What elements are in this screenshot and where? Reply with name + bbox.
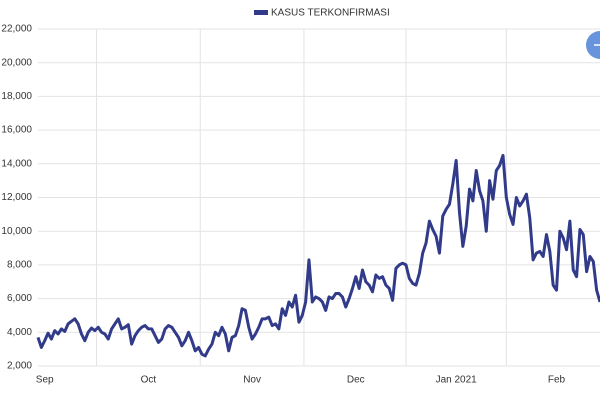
x-tick-label: Feb xyxy=(548,375,566,386)
legend-label: KASUS TERKONFIRMASI xyxy=(271,8,390,19)
x-tick-label: Nov xyxy=(243,375,261,386)
y-tick-label: 16,000 xyxy=(1,125,32,136)
y-tick-label: 8,000 xyxy=(7,260,32,271)
plot: 2,000 4,000 6,000 8,000 10,000 12,000 14,000 16… xyxy=(1,8,600,386)
x-tick-label: Jan 2021 xyxy=(436,375,478,386)
y-tick-label: 20,000 xyxy=(1,57,32,68)
x-tick-label: Sep xyxy=(36,375,54,386)
legend-item: KASUS TERKONFIRMASI xyxy=(254,8,390,19)
y-tick-label: 14,000 xyxy=(1,158,32,169)
y-tick-label: 10,000 xyxy=(1,226,32,237)
x-tick-label: Oct xyxy=(141,375,157,386)
y-tick-label: 18,000 xyxy=(1,91,32,102)
x-tick-label: Dec xyxy=(347,375,365,386)
zoom-out-button[interactable] xyxy=(586,31,600,59)
legend-swatch xyxy=(254,10,268,15)
line-series xyxy=(36,153,600,358)
y-tick-label: 4,000 xyxy=(7,327,32,338)
y-tick-label: 22,000 xyxy=(1,24,32,35)
y-tick-label: 12,000 xyxy=(1,192,32,203)
zoom-out-circle[interactable] xyxy=(586,31,600,59)
y-tick-label: 2,000 xyxy=(7,361,32,372)
y-tick-label: 6,000 xyxy=(7,293,32,304)
